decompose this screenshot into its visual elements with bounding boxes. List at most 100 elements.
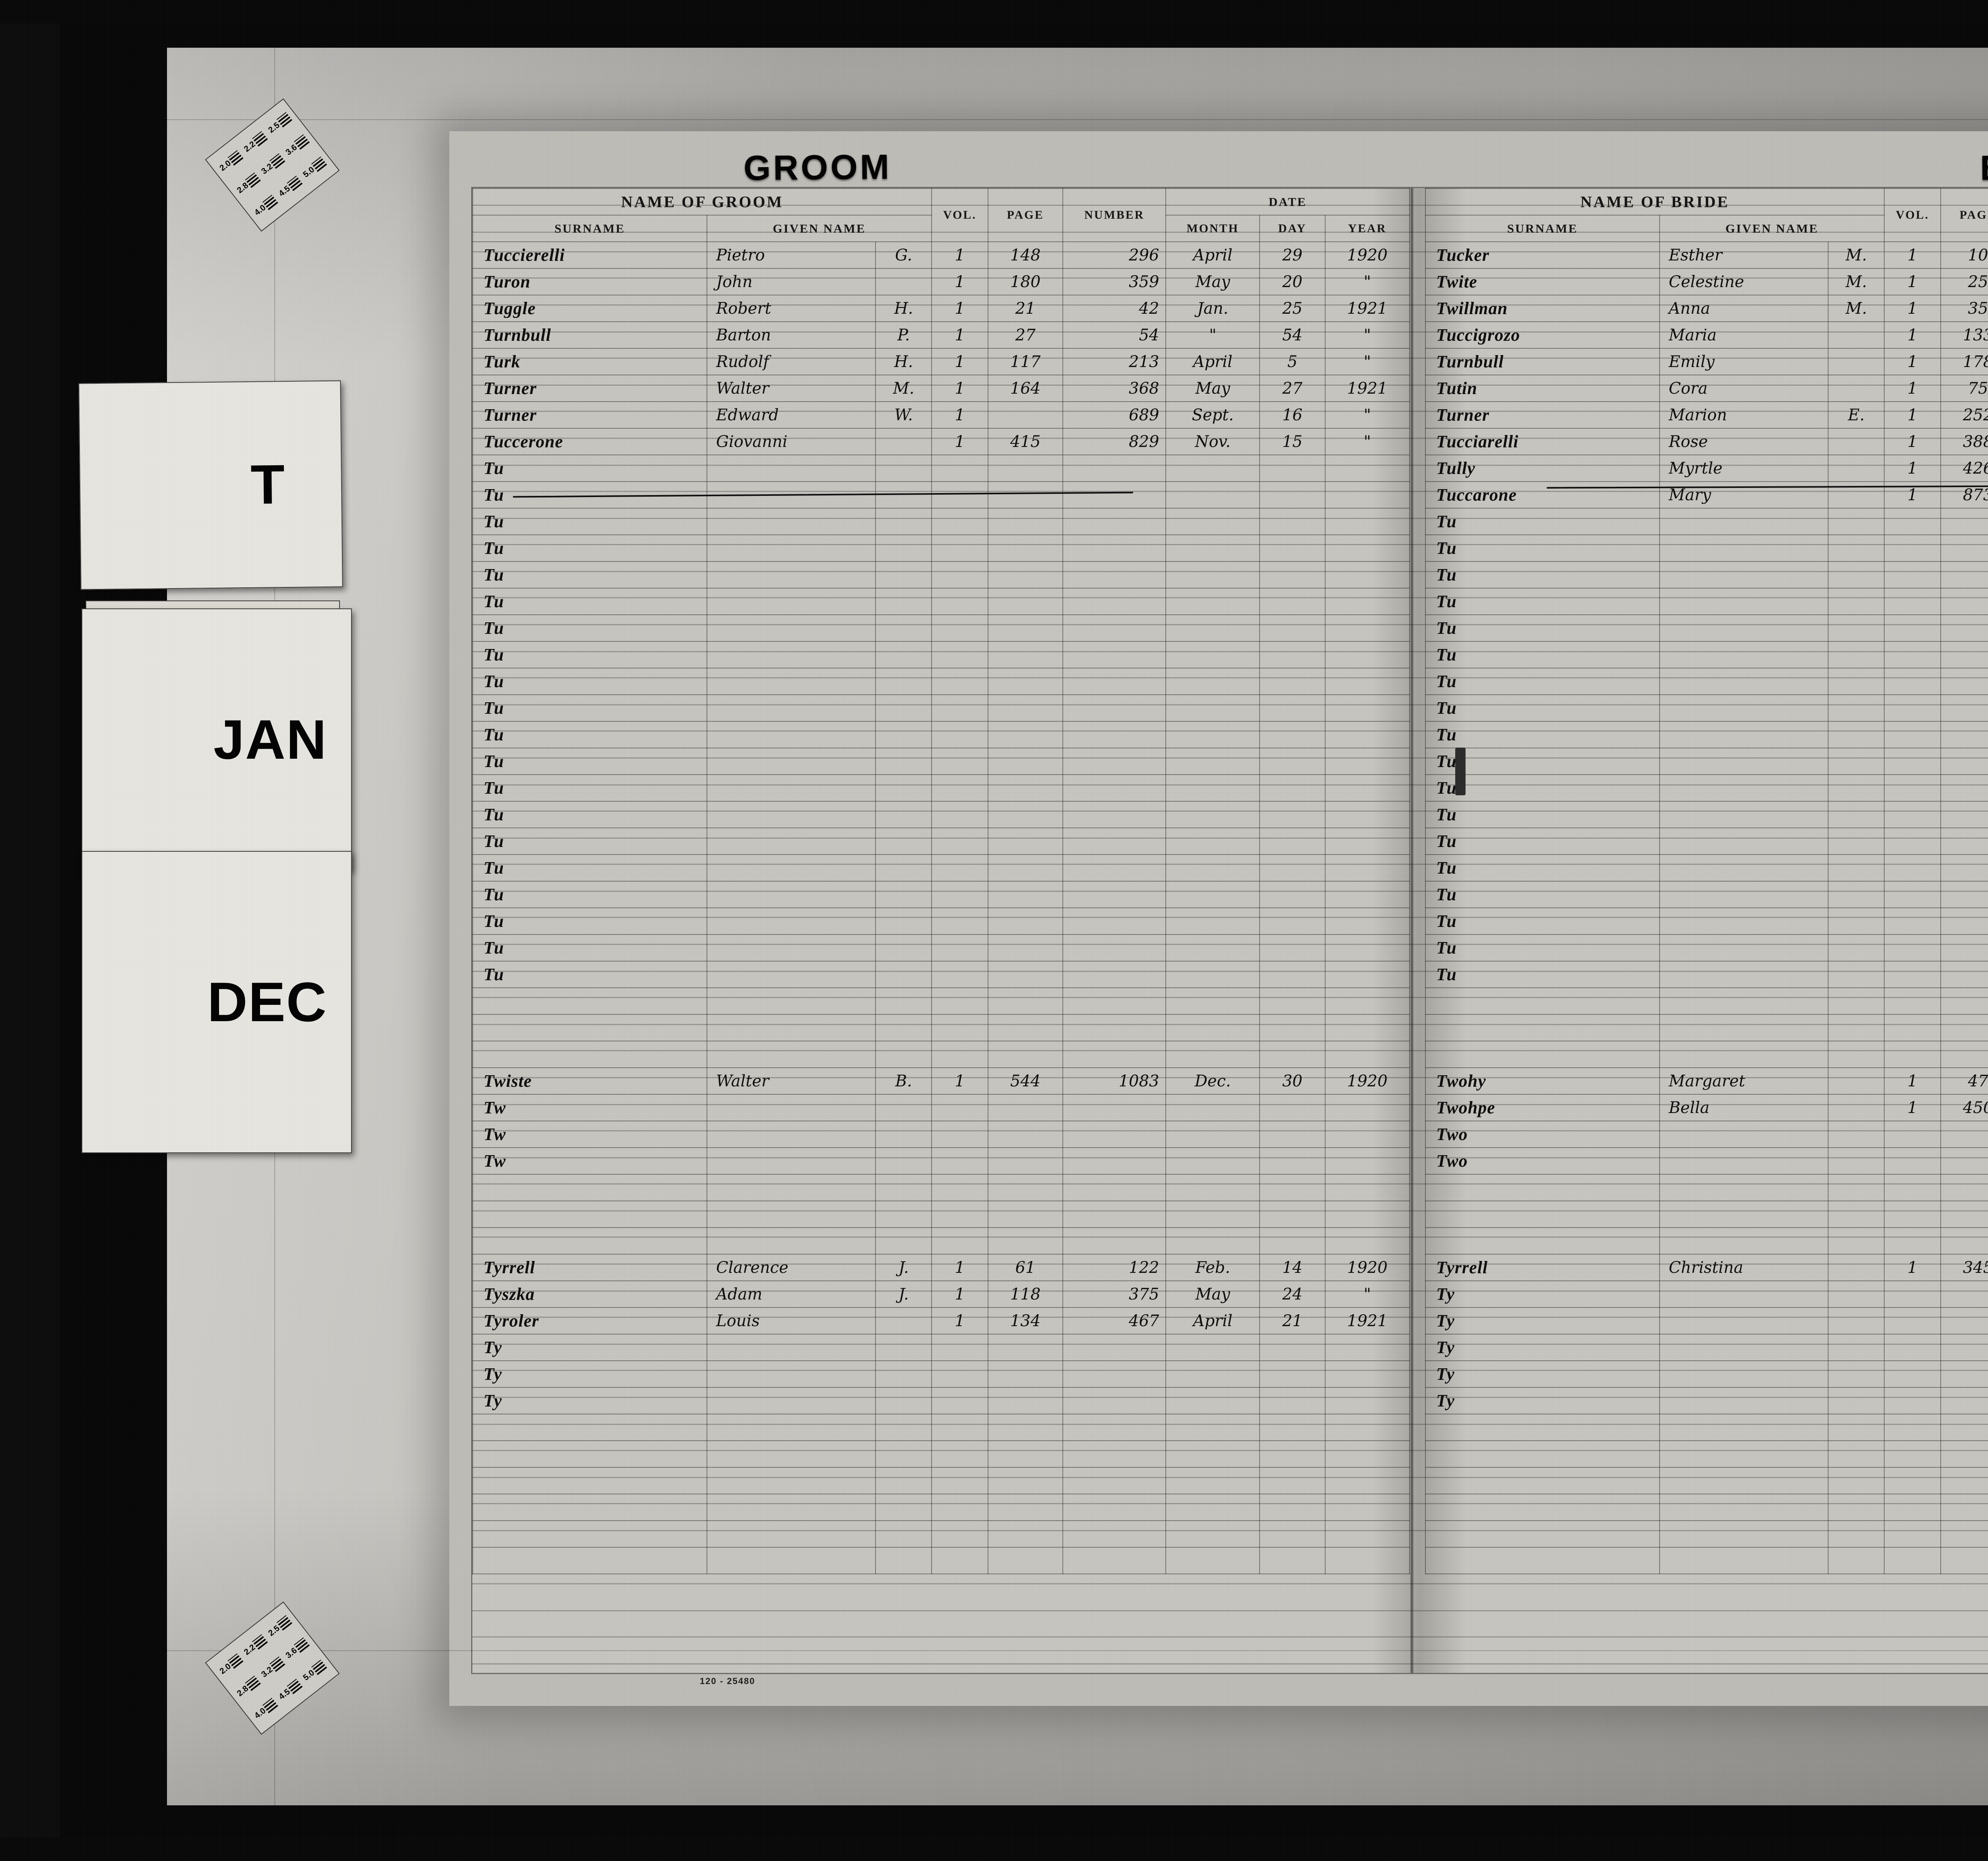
groom-surname-cell: Tu (472, 641, 707, 668)
groom-page-cell (987, 934, 1064, 962)
groom-surname-text: Tu (483, 965, 504, 984)
groom-given-name-cell (706, 1014, 876, 1041)
bride-vol-cell (1884, 828, 1941, 855)
bride-page-cell (1940, 1174, 1988, 1201)
groom-month-cell (1165, 801, 1260, 828)
groom-day-cell-text: 27 (1282, 379, 1303, 398)
bride-surname-text: Tu (1426, 885, 1457, 904)
groom-day-cell (1259, 1494, 1326, 1521)
groom-month-cell (1165, 1174, 1260, 1201)
bride-page-cell (1940, 1547, 1988, 1574)
groom-month-cell (1165, 508, 1260, 535)
groom-year-cell-text: " (1363, 352, 1371, 371)
bride-middle-initial-cell (1828, 375, 1885, 402)
groom-year-cell (1324, 1121, 1410, 1148)
groom-day-cell (1259, 694, 1326, 722)
groom-vol-cell (931, 828, 988, 855)
month-tab-jan-label: JAN (213, 708, 327, 771)
groom-month-cell (1165, 1440, 1260, 1468)
bride-page-cell (1940, 1280, 1988, 1308)
groom-surname-text: Tu (483, 645, 504, 664)
groom-month-cell (1165, 748, 1260, 775)
groom-month-cell: April (1165, 241, 1260, 269)
groom-vol-cell: 1 (931, 295, 988, 322)
letter-tab-t-label: T (250, 453, 286, 516)
table-row: Tu (472, 561, 1410, 589)
month-tab-dec[interactable]: DEC (82, 851, 352, 1153)
bride-vol-cell (1884, 1307, 1941, 1335)
bride-surname-cell: Tu (1425, 588, 1660, 615)
bride-col-vol: VOL. (1884, 188, 1941, 242)
groom-number-cell-text: 42 (1139, 299, 1159, 318)
bride-surname-text: Ty (1426, 1284, 1455, 1304)
bride-surname-text: Tu (1426, 592, 1457, 611)
groom-day-cell (1259, 1547, 1326, 1574)
groom-year-cell (1324, 588, 1410, 615)
bride-given-name-cell (1659, 1334, 1829, 1361)
groom-page-cell (987, 1520, 1064, 1548)
groom-vol-cell-text: 1 (955, 379, 965, 398)
groom-page-cell (987, 455, 1064, 482)
bride-given-name-cell (1659, 641, 1829, 668)
bride-middle-initial-cell: M. (1828, 295, 1885, 322)
bride-middle-initial-cell (1828, 588, 1885, 615)
groom-surname-text (473, 1204, 483, 1224)
table-row: Ty (472, 1387, 1410, 1414)
bride-surname-cell: Twite (1425, 268, 1660, 295)
bride-given-name-cell (1659, 961, 1829, 988)
groom-surname-text (473, 1471, 483, 1490)
groom-day-cell-text: 16 (1282, 406, 1303, 424)
groom-surname-cell (472, 1467, 707, 1494)
bride-middle-initial-cell (1828, 1307, 1885, 1335)
groom-day-cell: 25 (1259, 295, 1326, 322)
groom-surname-cell: Ty (472, 1360, 707, 1388)
bride-given-name-cell: Maria (1659, 321, 1829, 349)
table-row (1425, 1440, 1988, 1468)
groom-surname-cell: Tw (472, 1094, 707, 1121)
groom-surname-text: Tu (483, 778, 504, 798)
bride-vol-cell: 1 (1884, 321, 1941, 349)
bride-middle-initial-cell (1828, 668, 1885, 695)
groom-page-cell: 21 (987, 295, 1064, 322)
groom-page-cell-text: 134 (1010, 1311, 1041, 1330)
groom-month-cell (1165, 1227, 1260, 1255)
groom-vol-cell-text: 1 (955, 326, 965, 344)
groom-surname-text: Tw (483, 1125, 506, 1144)
groom-vol-cell (931, 668, 988, 695)
table-row (472, 1414, 1410, 1441)
bride-half: NAME OF BRIDE VOL. PAGE NUMBER DATE SURN… (1425, 188, 1988, 1673)
groom-col-vol: VOL. (931, 188, 988, 242)
groom-number-cell: 689 (1062, 401, 1167, 429)
groom-surname-cell: Tyroler (472, 1307, 707, 1335)
bride-page-cell: 10 (1940, 241, 1988, 269)
table-row: Tu (1425, 721, 1988, 748)
bride-vol-cell-text: 1 (1907, 406, 1918, 424)
bride-vol-cell (1884, 1547, 1941, 1574)
groom-number-cell (1062, 774, 1167, 802)
bride-middle-initial-cell (1828, 801, 1885, 828)
letter-tab-t[interactable]: T (78, 380, 343, 590)
groom-number-cell (1062, 934, 1167, 962)
table-row: Tu (1425, 668, 1988, 695)
table-row (1425, 1227, 1988, 1255)
table-row: Tu (472, 907, 1410, 935)
groom-day-cell-text: 5 (1287, 352, 1298, 371)
groom-day-cell (1259, 1520, 1326, 1548)
month-tab-jan[interactable]: JAN (82, 608, 352, 871)
bride-given-name-cell (1659, 534, 1829, 562)
groom-given-name-cell-text: Barton (716, 326, 771, 344)
bride-vol-cell: 1 (1884, 1094, 1941, 1121)
table-row: Tu (1425, 801, 1988, 828)
groom-year-cell (1324, 1041, 1410, 1068)
groom-year-cell-text: " (1363, 326, 1371, 344)
bride-page-cell (1940, 1387, 1988, 1414)
groom-middle-initial-cell (875, 748, 932, 775)
groom-surname-cell: Tuccierelli (472, 241, 707, 269)
groom-vol-cell: 1 (931, 1280, 988, 1308)
groom-day-cell: 15 (1259, 428, 1326, 455)
groom-page-cell (987, 774, 1064, 802)
bride-vol-cell (1884, 961, 1941, 988)
bride-surname-cell: Tu (1425, 828, 1660, 855)
groom-surname-cell: Tuggle (472, 295, 707, 322)
groom-surname-text: Tuccerone (483, 432, 563, 451)
